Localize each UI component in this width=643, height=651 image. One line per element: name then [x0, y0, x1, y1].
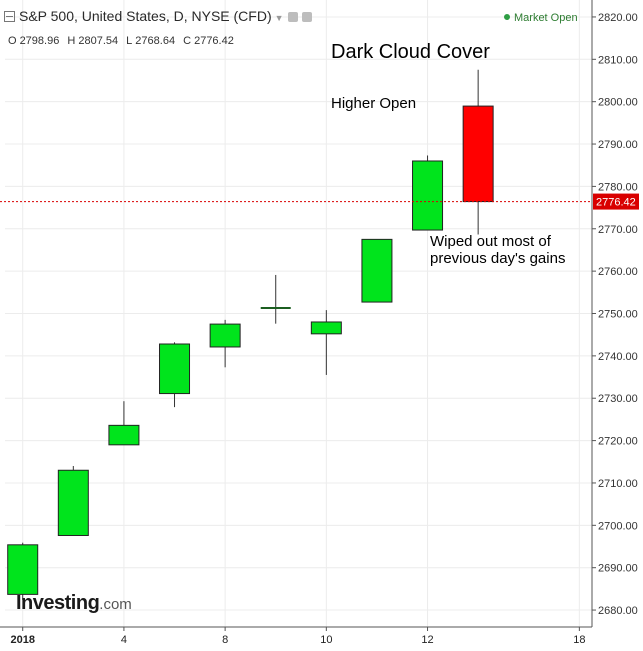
annotation-wiped-line-2: previous day's gains — [430, 250, 565, 267]
candle — [7, 542, 39, 600]
x-tick-label: 18 — [573, 634, 585, 646]
x-tick-label: 12 — [421, 634, 433, 646]
y-tick-label: 2680.00 — [598, 605, 638, 617]
annotations: Dark Cloud Cover Higher Open Wiped out m… — [331, 41, 565, 267]
market-status-label: Market Open — [514, 12, 578, 24]
candle — [209, 319, 241, 368]
chevron-down-icon[interactable]: ▼ — [274, 13, 284, 23]
candle — [57, 466, 89, 536]
y-tick-label: 2700.00 — [598, 520, 638, 532]
y-tick-label: 2690.00 — [598, 563, 638, 575]
y-tick-label: 2810.00 — [598, 54, 638, 66]
candle-body — [159, 343, 191, 395]
investing-logo: Investing.com — [16, 592, 132, 615]
last-price-badge — [593, 193, 639, 210]
y-tick-label: 2720.00 — [598, 436, 638, 448]
candle-body — [7, 544, 39, 595]
logo-text: Investing — [16, 592, 100, 614]
candles — [7, 69, 494, 600]
annotation-wiped-line-1: Wiped out most of — [430, 233, 552, 250]
ohlc-open-value: 2798.96 — [19, 35, 60, 47]
x-tick-label: 10 — [320, 634, 332, 646]
y-tick-label: 2800.00 — [598, 97, 638, 109]
y-tick-label: 2760.00 — [598, 266, 638, 278]
y-tick-label: 2730.00 — [598, 393, 638, 405]
candle-body — [412, 160, 444, 231]
y-tick-label: 2710.00 — [598, 478, 638, 490]
candle — [462, 69, 494, 235]
y-tick-label: 2770.00 — [598, 224, 638, 236]
x-tick-label: 8 — [222, 634, 228, 646]
logo-suffix: .com — [99, 596, 132, 613]
ohlc-low-key: L — [126, 35, 133, 47]
candle — [361, 238, 393, 303]
y-tick-label: 2750.00 — [598, 309, 638, 321]
y-tick-label: 2740.00 — [598, 351, 638, 363]
visibility-icon[interactable] — [287, 12, 298, 23]
candle-body — [57, 469, 89, 536]
annotation-higher-open: Higher Open — [331, 95, 416, 112]
x-tick-label: 4 — [121, 634, 127, 646]
y-tick-label: 2780.00 — [598, 181, 638, 193]
status-dot-icon — [504, 14, 510, 21]
ohlc-readout: O 2798.96 H 2807.54 L 2768.64 C 2776.42 — [8, 35, 239, 47]
ohlc-high-key: H — [67, 35, 76, 47]
last-price-label: 2776.42 — [596, 197, 636, 209]
ohlc-high-value: 2807.54 — [78, 35, 119, 47]
candle — [108, 401, 140, 446]
candle-body — [361, 238, 393, 303]
ohlc-close-value: 2776.42 — [194, 35, 234, 47]
settings-icon[interactable] — [301, 12, 312, 23]
chart-header: S&P 500, United States, D, NYSE (CFD) ▼ — [4, 8, 312, 24]
x-tick-label: 2018 — [10, 634, 34, 646]
ohlc-low-value: 2768.64 — [135, 35, 176, 47]
market-status: Market Open — [504, 12, 578, 24]
grid-lines — [5, 0, 592, 627]
candle-body — [209, 323, 241, 348]
collapse-icon[interactable] — [4, 10, 15, 22]
y-tick-label: 2790.00 — [598, 139, 638, 151]
chart-title: S&P 500, United States, D, NYSE (CFD) — [19, 8, 272, 24]
candle — [412, 155, 444, 231]
y-tick-label: 2820.00 — [598, 12, 638, 24]
candle — [159, 342, 191, 408]
ohlc-close-key: C — [183, 35, 192, 47]
annotation-title: Dark Cloud Cover — [331, 41, 490, 63]
candle-body — [310, 321, 342, 335]
candle-body — [462, 105, 494, 203]
candle-body — [108, 424, 140, 446]
ohlc-open-key: O — [8, 35, 17, 47]
candle — [310, 310, 342, 375]
candle — [260, 274, 291, 324]
